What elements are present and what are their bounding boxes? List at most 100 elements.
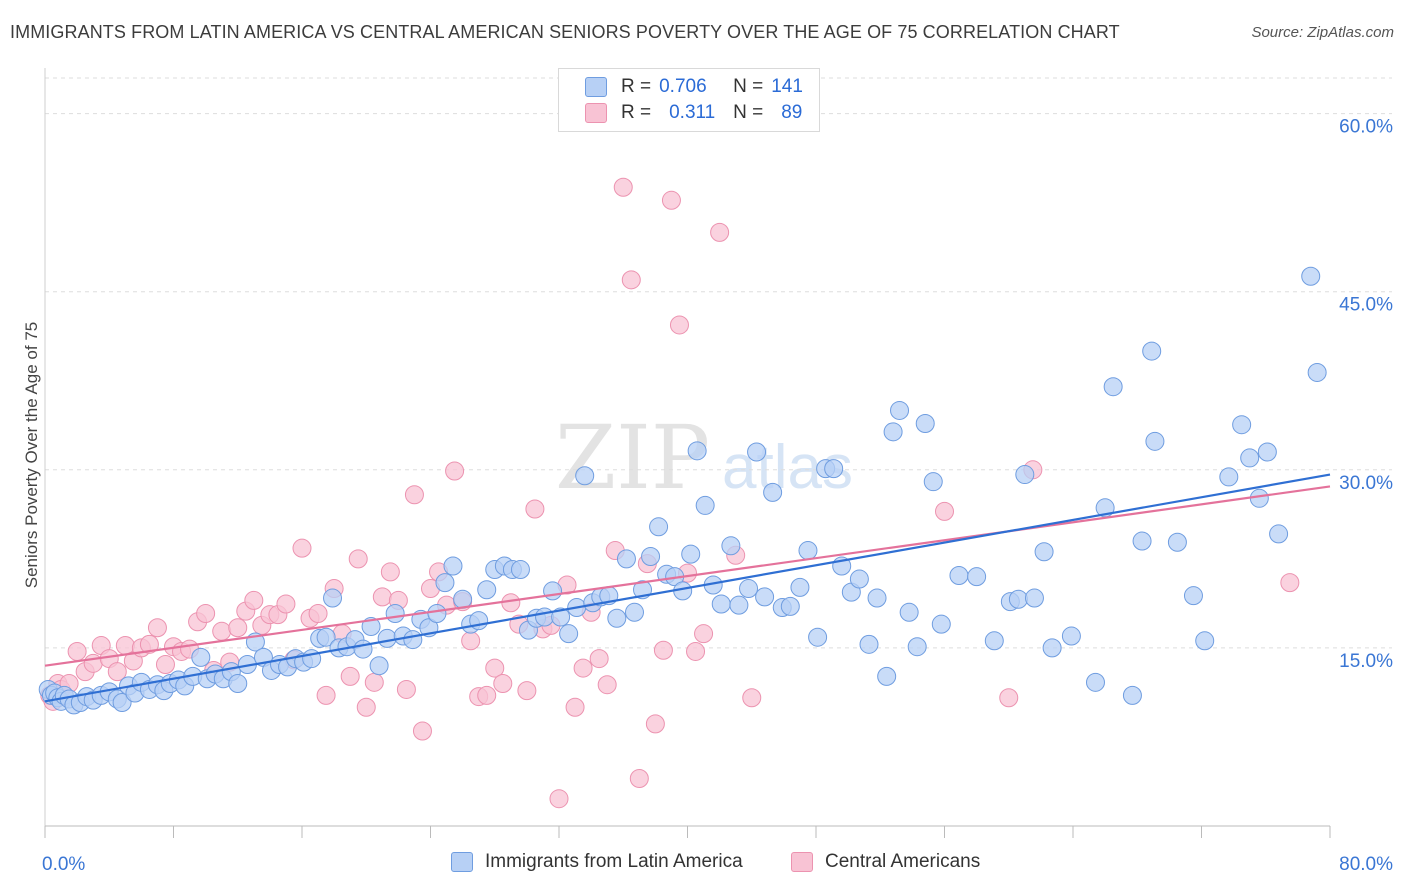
data-point-blue bbox=[877, 666, 897, 686]
data-point-blue bbox=[890, 400, 910, 420]
data-point-blue bbox=[747, 442, 767, 462]
data-point-pink bbox=[292, 538, 312, 558]
data-point-blue bbox=[967, 567, 987, 587]
data-point-pink bbox=[67, 641, 87, 661]
data-point-blue bbox=[510, 560, 530, 580]
data-point-pink bbox=[613, 177, 633, 197]
data-point-blue bbox=[907, 637, 927, 657]
data-point-pink bbox=[340, 666, 360, 686]
legend-swatch-pink bbox=[585, 103, 607, 123]
data-point-pink bbox=[645, 714, 665, 734]
data-point-blue bbox=[649, 517, 669, 537]
data-point-pink bbox=[228, 618, 248, 638]
watermark-zip: ZIP bbox=[555, 406, 710, 509]
data-point-blue bbox=[1008, 589, 1028, 609]
source-label: Source: ZipAtlas.com bbox=[1251, 24, 1394, 41]
data-point-blue bbox=[1015, 465, 1035, 485]
data-point-blue bbox=[607, 608, 627, 628]
data-point-blue bbox=[808, 627, 828, 647]
legend-r-value-pink: 0.311 bbox=[669, 102, 716, 123]
data-point-pink bbox=[107, 662, 127, 682]
data-point-blue bbox=[739, 579, 759, 599]
data-point-blue bbox=[353, 639, 373, 659]
data-point-pink bbox=[364, 672, 384, 692]
data-point-pink bbox=[597, 675, 617, 695]
data-point-pink bbox=[212, 621, 232, 641]
data-point-pink bbox=[501, 593, 521, 613]
data-point-pink bbox=[196, 603, 216, 623]
data-point-pink bbox=[686, 641, 706, 661]
data-point-blue bbox=[559, 624, 579, 644]
y-tick-label: 15.0% bbox=[1339, 651, 1393, 672]
data-point-blue bbox=[1307, 362, 1327, 382]
data-point-pink bbox=[396, 679, 416, 699]
data-point-blue bbox=[543, 581, 563, 601]
data-point-pink bbox=[308, 603, 328, 623]
data-point-blue bbox=[112, 693, 132, 713]
data-point-pink bbox=[653, 640, 673, 660]
legend-n-value-pink: 89 bbox=[781, 102, 803, 123]
x-tick-label-max: 80.0% bbox=[1339, 854, 1393, 875]
data-point-blue bbox=[695, 495, 715, 515]
data-point-blue bbox=[883, 422, 903, 442]
data-point-blue bbox=[711, 594, 731, 614]
x-tick-label-min: 0.0% bbox=[42, 854, 85, 875]
data-point-blue bbox=[191, 647, 211, 667]
data-point-blue bbox=[228, 674, 248, 694]
data-point-blue bbox=[923, 472, 943, 492]
data-point-blue bbox=[1142, 341, 1162, 361]
data-point-pink bbox=[461, 631, 481, 651]
data-point-pink bbox=[742, 688, 762, 708]
data-point-blue bbox=[1195, 631, 1215, 651]
data-point-pink bbox=[694, 624, 714, 644]
data-point-blue bbox=[824, 459, 844, 479]
data-point-blue bbox=[443, 556, 463, 576]
data-point-pink bbox=[525, 499, 545, 519]
data-point-blue bbox=[849, 569, 869, 589]
data-point-pink bbox=[621, 270, 641, 290]
data-point-pink bbox=[485, 658, 505, 678]
data-point-blue bbox=[1269, 524, 1289, 544]
data-point-pink bbox=[412, 721, 432, 741]
data-point-blue bbox=[616, 549, 636, 569]
legend-r-value-blue: 0.706 bbox=[659, 76, 707, 97]
data-point-blue bbox=[1085, 672, 1105, 692]
data-point-blue bbox=[575, 466, 595, 486]
data-point-blue bbox=[641, 546, 661, 566]
data-point-blue bbox=[1132, 531, 1152, 551]
trend-line-pink bbox=[44, 485, 1331, 667]
data-point-blue bbox=[385, 603, 405, 623]
data-point-blue bbox=[915, 414, 935, 434]
y-tick-label: 60.0% bbox=[1339, 117, 1393, 138]
chart-title: IMMIGRANTS FROM LATIN AMERICA VS CENTRAL… bbox=[10, 22, 1120, 42]
data-point-pink bbox=[549, 789, 569, 809]
legend-n-label: N = bbox=[733, 102, 764, 123]
data-point-blue bbox=[1240, 448, 1260, 468]
data-point-blue bbox=[780, 596, 800, 616]
data-point-blue bbox=[624, 602, 644, 622]
data-point-blue bbox=[316, 627, 336, 647]
data-point-blue bbox=[1145, 431, 1165, 451]
data-point-pink bbox=[147, 618, 167, 638]
data-point-blue bbox=[477, 580, 497, 600]
data-point-blue bbox=[729, 595, 749, 615]
data-point-blue bbox=[687, 441, 707, 461]
data-point-pink bbox=[348, 549, 368, 569]
data-point-pink bbox=[276, 594, 296, 614]
legend-row-blue: R = 0.706 N = 141 bbox=[585, 75, 803, 99]
data-point-blue bbox=[1219, 467, 1239, 487]
data-point-pink bbox=[517, 681, 537, 701]
data-point-pink bbox=[573, 658, 593, 678]
data-point-blue bbox=[867, 588, 887, 608]
data-point-blue bbox=[427, 603, 447, 623]
y-tick-label: 45.0% bbox=[1339, 295, 1393, 316]
legend-swatch-blue bbox=[585, 77, 607, 97]
data-point-blue bbox=[899, 602, 919, 622]
series-legend-pink[interactable]: Central Americans bbox=[791, 851, 980, 873]
data-point-pink bbox=[477, 685, 497, 705]
data-point-pink bbox=[139, 634, 159, 654]
legend-r-label: R = bbox=[621, 76, 652, 97]
series-legend-blue[interactable]: Immigrants from Latin America bbox=[451, 851, 743, 873]
data-point-blue bbox=[1249, 488, 1269, 508]
legend-n-label: N = bbox=[733, 76, 764, 97]
